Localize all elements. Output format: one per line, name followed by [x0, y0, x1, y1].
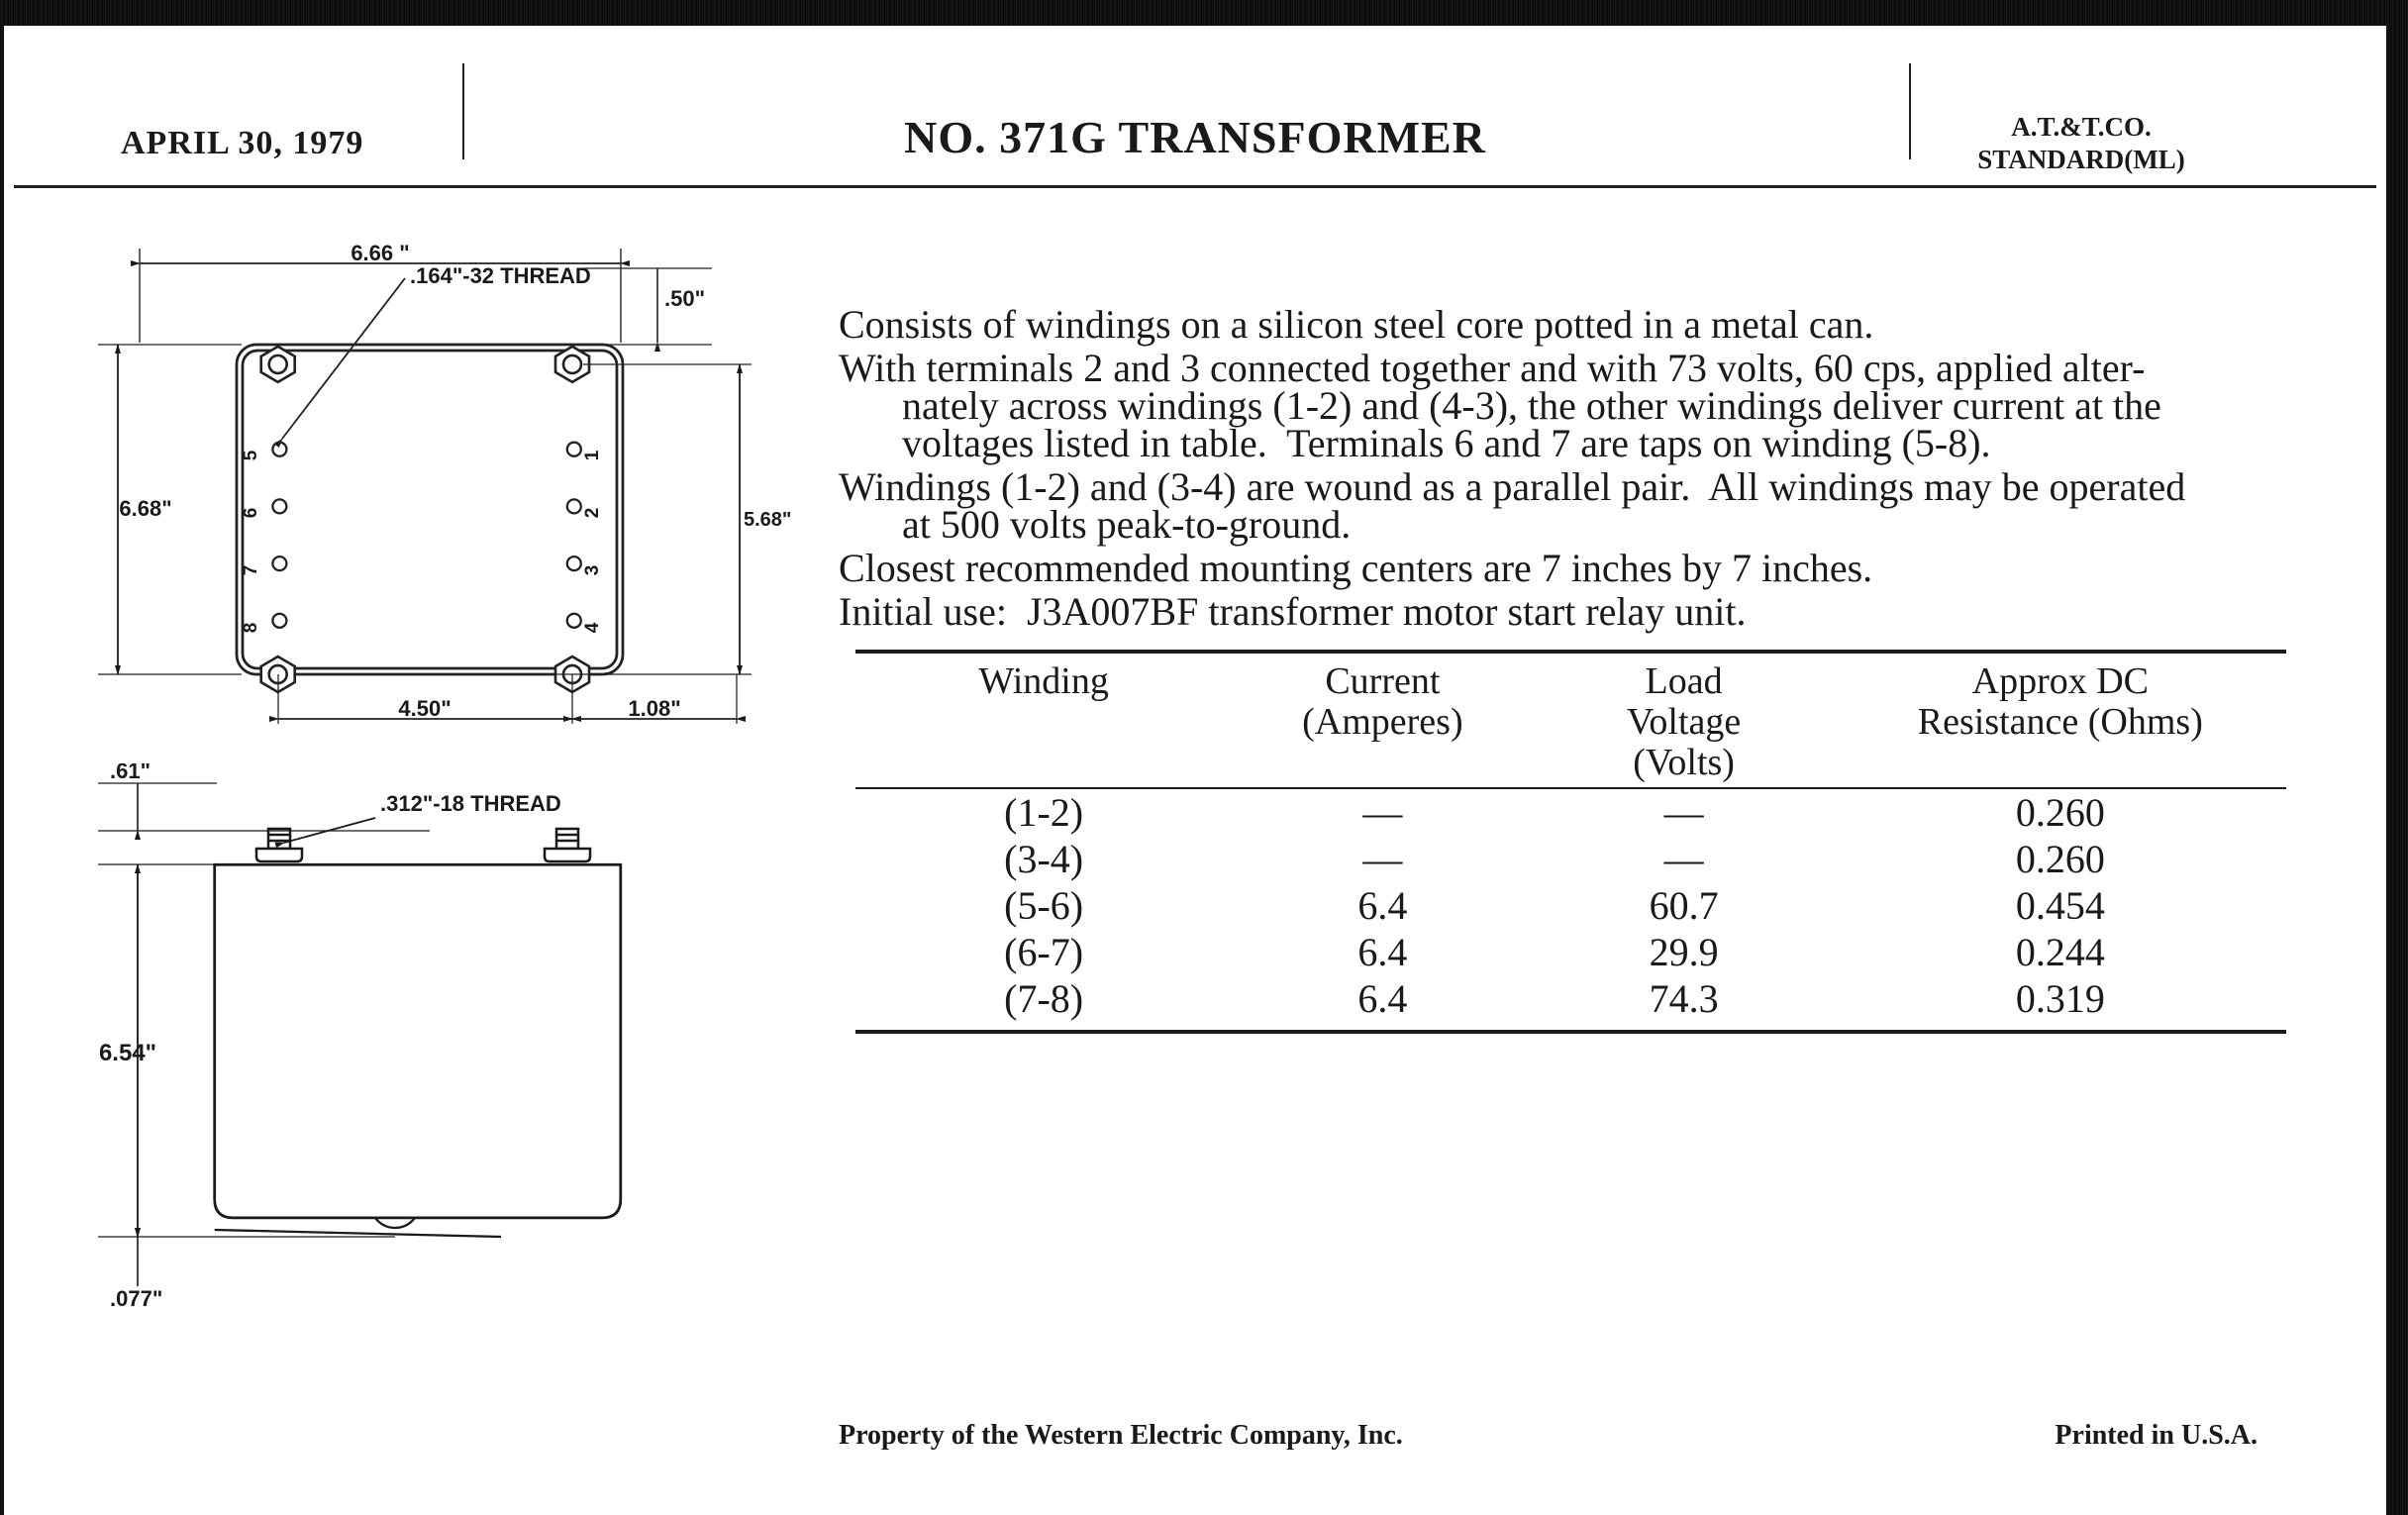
svg-text:1: 1: [582, 450, 603, 460]
svg-text:4: 4: [582, 622, 603, 633]
svg-text:8: 8: [241, 623, 261, 634]
svg-text:7: 7: [241, 565, 261, 576]
svg-text:6: 6: [241, 508, 261, 519]
svg-text:6.68": 6.68": [119, 496, 171, 521]
svg-text:5.68": 5.68": [744, 509, 791, 531]
svg-text:6.54": 6.54": [99, 1040, 156, 1066]
svg-text:.61": .61": [110, 763, 150, 783]
svg-text:2: 2: [582, 508, 603, 519]
svg-text:.164"-32 THREAD: .164"-32 THREAD: [410, 263, 591, 288]
svg-text:4.50": 4.50": [398, 696, 451, 721]
svg-text:.312"-18 THREAD: .312"-18 THREAD: [380, 791, 561, 816]
svg-text:3: 3: [582, 565, 603, 576]
svg-text:.50": .50": [664, 286, 705, 311]
svg-text:1.08": 1.08": [628, 696, 680, 721]
svg-text:6.66 ": 6.66 ": [351, 241, 409, 265]
svg-text:5: 5: [241, 450, 261, 460]
svg-text:.077": .077": [110, 1286, 162, 1311]
